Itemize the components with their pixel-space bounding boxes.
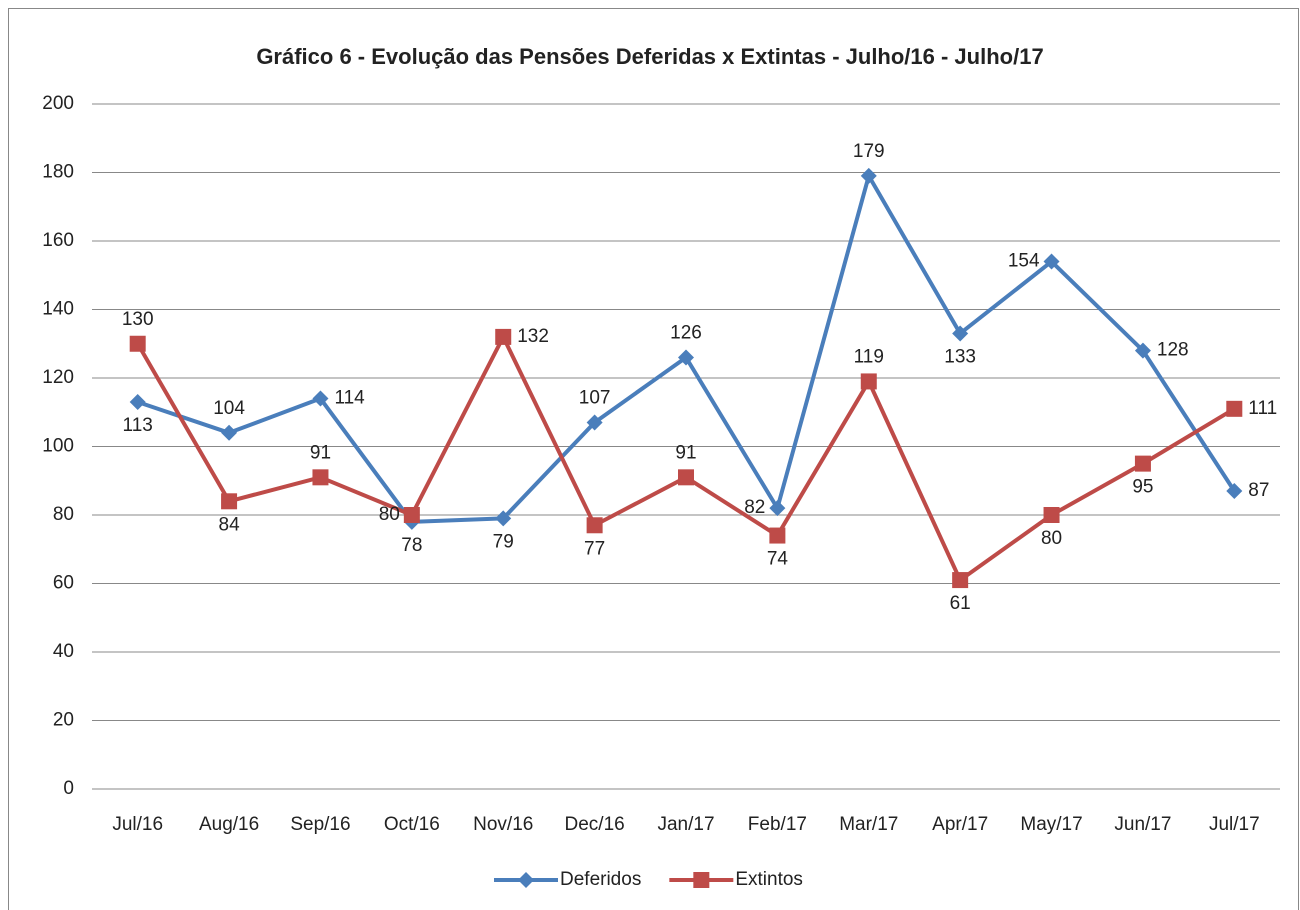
chart-frame bbox=[8, 8, 1299, 910]
data-label: 130 bbox=[122, 309, 154, 330]
data-label: 133 bbox=[944, 346, 976, 367]
x-tick-label: May/17 bbox=[1020, 814, 1082, 835]
y-tick-label: 200 bbox=[42, 93, 74, 114]
point-marker bbox=[586, 517, 603, 534]
data-label: 154 bbox=[1008, 251, 1040, 272]
x-tick-label: Apr/17 bbox=[932, 814, 988, 835]
point-marker bbox=[129, 393, 146, 410]
x-tick-label: Jul/16 bbox=[112, 814, 163, 835]
point-marker bbox=[1134, 455, 1151, 472]
data-label: 78 bbox=[401, 535, 422, 556]
data-label: 107 bbox=[579, 388, 611, 409]
point-marker bbox=[586, 414, 603, 431]
legend-marker bbox=[693, 872, 710, 888]
point-marker bbox=[221, 493, 238, 510]
x-tick-label: Feb/17 bbox=[748, 814, 807, 835]
x-tick-label: Aug/16 bbox=[199, 814, 259, 835]
y-tick-label: 40 bbox=[53, 641, 74, 662]
point-marker bbox=[495, 328, 512, 345]
x-tick-label: Jun/17 bbox=[1114, 814, 1171, 835]
data-label: 126 bbox=[670, 322, 702, 343]
point-marker bbox=[860, 167, 877, 184]
point-marker bbox=[678, 349, 694, 366]
y-tick-label: 160 bbox=[42, 230, 74, 251]
data-label: 79 bbox=[493, 531, 514, 552]
point-marker bbox=[1043, 253, 1060, 270]
data-label: 74 bbox=[767, 549, 789, 570]
point-marker bbox=[1226, 483, 1243, 500]
y-tick-label: 140 bbox=[42, 299, 74, 320]
legend-marker bbox=[518, 872, 534, 888]
point-marker bbox=[129, 335, 146, 352]
data-label: 91 bbox=[310, 442, 331, 463]
point-marker bbox=[952, 572, 969, 589]
y-tick-label: 20 bbox=[53, 710, 74, 731]
point-marker bbox=[403, 507, 420, 523]
point-marker bbox=[678, 469, 694, 486]
data-label: 84 bbox=[219, 514, 241, 535]
data-label: 111 bbox=[1248, 398, 1277, 419]
point-marker bbox=[769, 500, 786, 517]
y-tick-label: 180 bbox=[42, 162, 74, 183]
point-marker bbox=[952, 325, 969, 342]
data-label: 61 bbox=[950, 593, 971, 614]
data-label: 87 bbox=[1248, 480, 1269, 501]
data-label: 128 bbox=[1157, 340, 1189, 361]
point-marker bbox=[1043, 507, 1060, 523]
data-label: 104 bbox=[213, 398, 245, 419]
data-label: 132 bbox=[517, 326, 549, 347]
legend-label: Extintos bbox=[735, 869, 803, 890]
data-label: 80 bbox=[1041, 528, 1062, 549]
point-marker bbox=[1134, 342, 1151, 359]
x-tick-label: Dec/16 bbox=[565, 814, 625, 835]
x-tick-label: Oct/16 bbox=[384, 814, 440, 835]
chart-title: Gráfico 6 - Evolução das Pensões Deferid… bbox=[256, 44, 1043, 69]
data-label: 82 bbox=[744, 497, 765, 518]
point-marker bbox=[769, 527, 786, 544]
x-tick-label: Jan/17 bbox=[657, 814, 714, 835]
data-label: 95 bbox=[1132, 477, 1153, 498]
point-marker bbox=[312, 390, 329, 407]
legend-label: Deferidos bbox=[560, 869, 641, 890]
y-tick-label: 120 bbox=[42, 367, 74, 388]
point-marker bbox=[312, 469, 329, 486]
point-marker bbox=[860, 373, 877, 390]
x-tick-label: Jul/17 bbox=[1209, 814, 1260, 835]
data-label: 77 bbox=[584, 538, 605, 559]
data-label: 114 bbox=[334, 388, 365, 409]
y-tick-label: 60 bbox=[53, 573, 74, 594]
data-label: 119 bbox=[854, 346, 884, 367]
data-label: 80 bbox=[379, 504, 400, 525]
point-marker bbox=[495, 510, 512, 527]
x-tick-label: Mar/17 bbox=[839, 814, 898, 835]
y-tick-label: 100 bbox=[42, 436, 74, 457]
data-label: 113 bbox=[123, 415, 153, 436]
data-label: 179 bbox=[853, 141, 885, 162]
x-tick-label: Sep/16 bbox=[290, 814, 350, 835]
data-label: 91 bbox=[675, 442, 696, 463]
y-tick-label: 80 bbox=[53, 504, 74, 525]
point-marker bbox=[221, 424, 238, 441]
y-tick-label: 0 bbox=[63, 778, 74, 799]
x-tick-label: Nov/16 bbox=[473, 814, 533, 835]
point-marker bbox=[1226, 400, 1243, 417]
